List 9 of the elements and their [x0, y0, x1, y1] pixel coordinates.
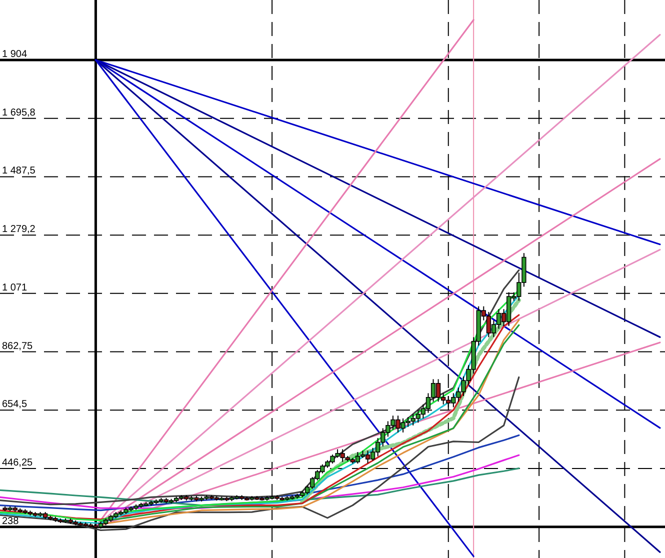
- y-tick-label: 654,5: [2, 399, 28, 410]
- y-tick-label: 1 695,8: [2, 107, 36, 118]
- y-tick-label: 238: [2, 516, 20, 527]
- y-tick-label: 446,25: [2, 458, 34, 469]
- y-tick-label: 1 904: [2, 48, 28, 60]
- y-tick-label: 1 279,2: [2, 224, 36, 236]
- y-tick-label: 1 487,5: [2, 166, 36, 177]
- y-tick-label: 1 071: [2, 282, 28, 294]
- y-tick-label: 862,75: [2, 340, 34, 352]
